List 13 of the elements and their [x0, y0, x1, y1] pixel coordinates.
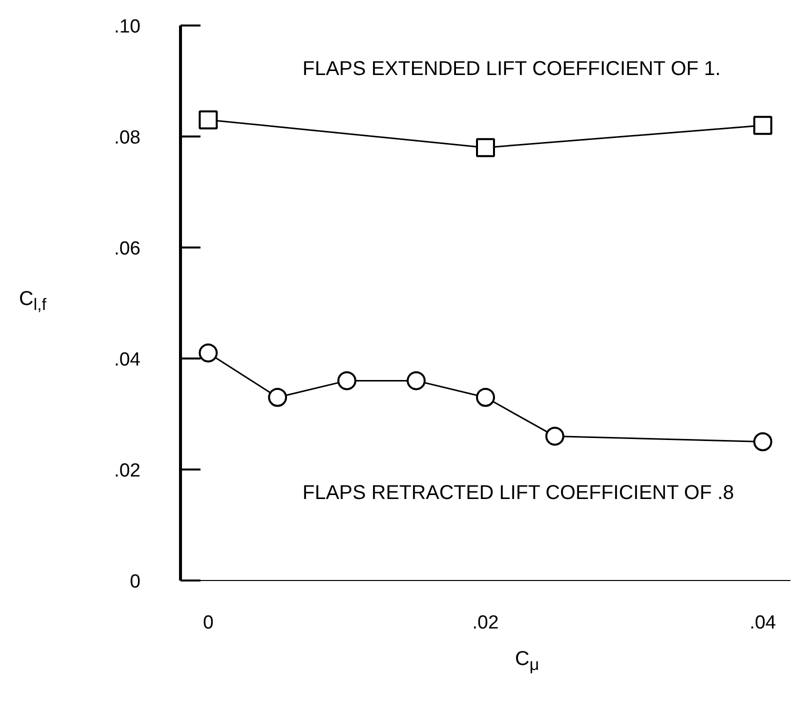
y-tick-label: .08	[114, 128, 141, 148]
y-tick-label: .10	[114, 16, 141, 38]
x-tick-label: .04	[750, 612, 776, 634]
y-tick-label: .04	[114, 350, 141, 370]
text: FLAPS EXTENDED LIFT COEFFICIENT OF 1.	[302, 58, 721, 80]
x-tick-label: .02	[472, 612, 499, 634]
x-axis-title: C$_{μ}$	[515, 647, 540, 676]
y-axis-title: C$_{l,f}$	[19, 287, 46, 316]
y-tick-label: .02	[114, 460, 141, 482]
y-tick-label: .06	[114, 238, 141, 260]
y-tick-label: 0	[130, 572, 141, 592]
text: FLAPS RETRACTED LIFT COEFFICIENT OF .8	[302, 482, 734, 504]
x-tick-label: 0	[202, 612, 214, 634]
